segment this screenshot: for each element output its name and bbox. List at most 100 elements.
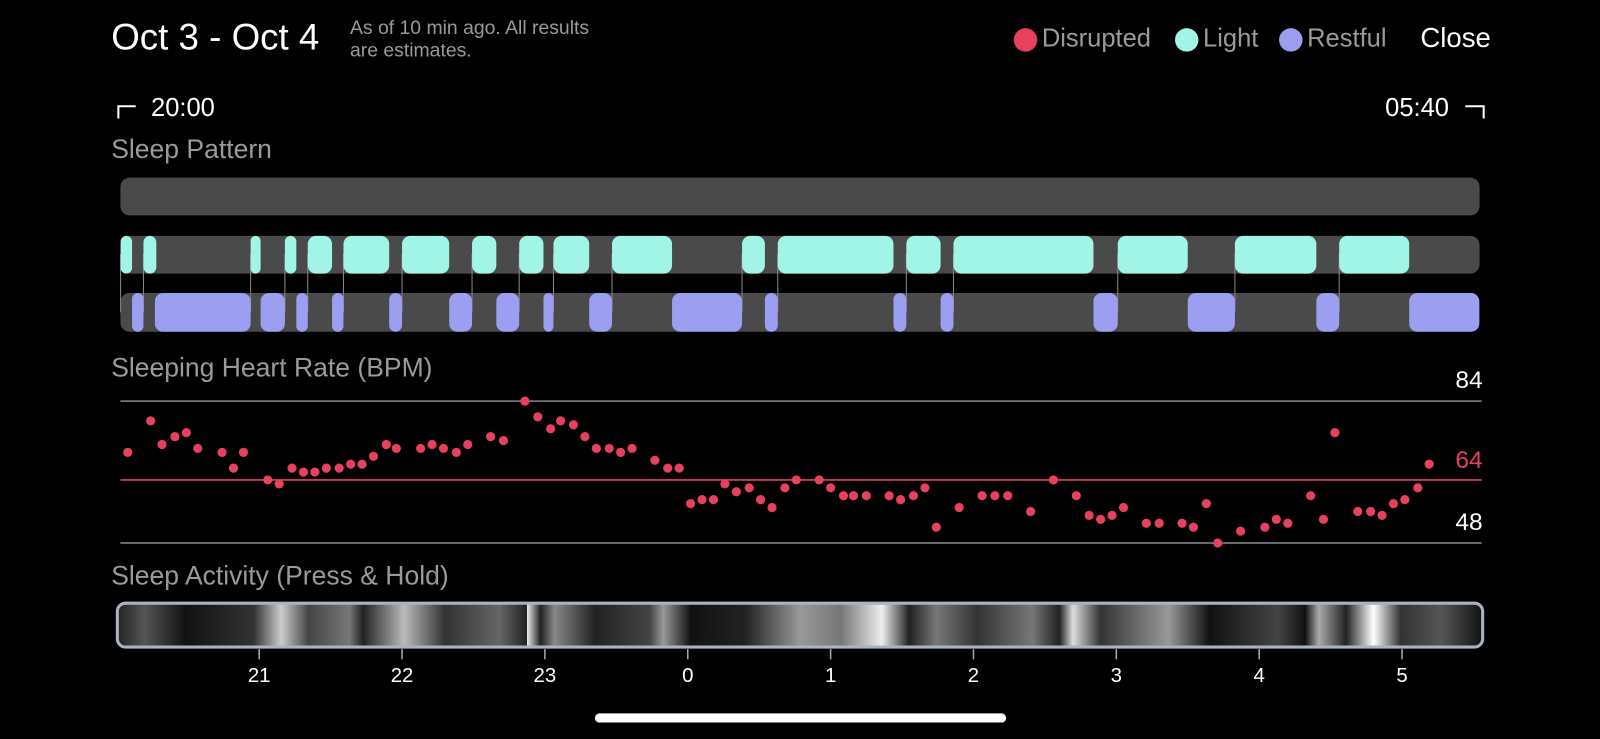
heart-rate-point	[1377, 510, 1387, 520]
heart-rate-point	[861, 491, 871, 501]
heart-rate-point	[298, 467, 309, 477]
light-segment	[307, 235, 333, 274]
heart-rate-point	[310, 467, 320, 477]
heart-rate: 48 84 64	[120, 367, 1483, 548]
light-segment	[1234, 235, 1317, 274]
heart-rate-point	[780, 483, 790, 493]
restful-segment	[496, 292, 520, 332]
x-tick-label: 22	[391, 665, 414, 687]
light-segment	[250, 235, 261, 274]
restful-segment	[543, 292, 554, 332]
heart-rate-point	[580, 432, 590, 442]
restful-segment	[296, 292, 308, 332]
heart-rate-point	[767, 502, 777, 513]
restful-segment	[764, 292, 778, 332]
heart-rate-point	[1424, 459, 1434, 469]
heart-rate-point	[334, 463, 344, 473]
heart-rate-point	[486, 432, 496, 442]
heart-rate-point	[568, 420, 579, 430]
heart-rate-point	[1330, 428, 1340, 438]
y-tick-label: 48	[1455, 509, 1482, 536]
heart-rate-point	[451, 447, 461, 457]
restful-segment	[260, 292, 285, 332]
heart-rate-point	[1096, 514, 1106, 524]
heart-rate-point	[826, 483, 836, 493]
heart-rate-point	[381, 439, 391, 450]
light-segment	[742, 235, 765, 274]
range-end: 05:40	[1385, 94, 1449, 122]
legend: Disrupted Light Restful	[1013, 25, 1387, 53]
heart-rate-point	[1141, 518, 1151, 528]
activity-strip[interactable]	[115, 601, 1485, 649]
heart-rate-point	[1213, 538, 1223, 548]
heart-rate-point	[663, 463, 673, 473]
light-segment	[1339, 235, 1410, 274]
heart-rate-point	[1306, 491, 1316, 501]
heart-rate-point	[650, 455, 660, 465]
light-segment	[143, 235, 157, 274]
heart-rate-point	[193, 443, 203, 454]
heart-rate-point	[123, 447, 133, 457]
heart-rate-point	[546, 424, 556, 434]
heart-rate-point	[896, 495, 906, 505]
heart-rate-point	[674, 463, 684, 473]
heart-rate-point	[368, 451, 379, 461]
heart-rate-point	[238, 447, 249, 457]
light-segment	[120, 235, 133, 274]
heart-rate-point	[884, 491, 894, 501]
heart-rate-point	[533, 412, 543, 422]
x-tick-label: 21	[248, 665, 271, 687]
x-tick-label: 23	[534, 665, 557, 687]
heart-rate-point	[920, 483, 930, 493]
note: are estimates.	[350, 39, 472, 61]
light-segment	[777, 235, 894, 274]
y-tick-label: 84	[1455, 367, 1482, 394]
heart-rate-point	[838, 491, 849, 501]
close-button[interactable]: Close	[1420, 22, 1490, 53]
legend-swatch	[1013, 28, 1038, 52]
heart-rate-point	[1003, 491, 1013, 501]
heart-rate-point	[814, 475, 824, 485]
x-tick-label: 2	[968, 665, 979, 687]
heart-rate-point	[1177, 518, 1187, 528]
heart-rate-point	[416, 443, 426, 454]
range-start: 20:00	[151, 94, 215, 122]
heart-rate-point	[1236, 526, 1246, 536]
heart-rate-point	[1260, 522, 1270, 532]
heart-rate-point	[463, 439, 473, 450]
restful-segment	[1187, 292, 1235, 332]
restful-segment	[154, 292, 251, 332]
heart-rate-point	[1026, 506, 1036, 517]
heart-rate-point	[274, 479, 284, 489]
heart-rate-point	[438, 443, 449, 454]
heart-rate-point	[1188, 522, 1199, 532]
heart-rate-point	[697, 495, 707, 505]
heart-rate-point	[217, 447, 227, 457]
heart-rate-point	[1400, 495, 1410, 505]
heart-rate-point	[1071, 491, 1081, 501]
restful-segment	[940, 292, 954, 332]
heart-rate-point	[170, 432, 180, 442]
heart-rate-point	[756, 495, 766, 505]
heart-rate-point	[321, 463, 331, 473]
x-axis: 21 22 23 0 1 2 3 4 5	[248, 649, 1408, 687]
light-segment	[612, 235, 673, 274]
restful-track	[120, 292, 1480, 332]
x-tick-label: 4	[1254, 665, 1265, 687]
heart-rate-point	[931, 522, 941, 532]
home-indicator	[594, 713, 1007, 723]
heart-rate-point	[1201, 498, 1211, 509]
restful-segment	[893, 292, 907, 332]
heart-rate-point	[1318, 514, 1329, 524]
heart-rate-point	[1413, 483, 1423, 493]
range-bracket	[1465, 105, 1485, 119]
heart-rate-point	[1388, 498, 1399, 509]
title: Oct 3 - Oct 4	[111, 17, 319, 58]
heart-rate-point	[604, 443, 614, 454]
heart-rate-point	[1107, 510, 1117, 520]
light-segment	[1117, 235, 1188, 274]
restful-segment	[389, 292, 403, 332]
sleep-pattern	[120, 235, 1480, 332]
heart-rate-point	[791, 475, 801, 485]
heart-rate-point	[263, 475, 273, 485]
